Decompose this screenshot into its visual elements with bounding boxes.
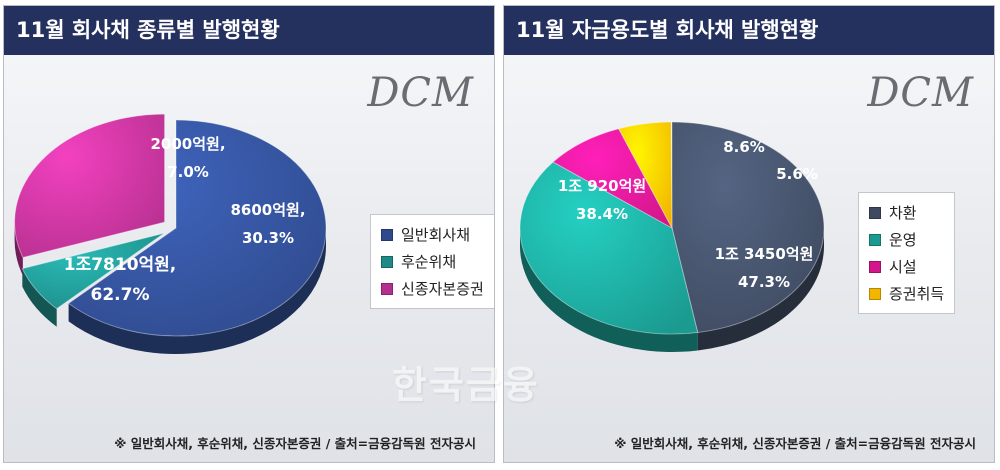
legend-item: 신종자본증권	[381, 275, 484, 302]
pie-chart-issuance-by-use: 1조 3450억원 47.3% 1조 920억원 38.4% 8.6% 5.6%	[519, 121, 825, 353]
slice-amount-label: 2000억원,	[150, 135, 225, 153]
pie-slice-side	[697, 228, 824, 351]
slice-percent-label: 7.0%	[167, 163, 209, 181]
dcm-logo: DCM	[367, 70, 474, 116]
legend-item: 증권취득	[869, 280, 944, 307]
legend-item: 차환	[869, 199, 944, 226]
pie-slice-side	[520, 228, 698, 353]
legend-label: 신종자본증권	[401, 280, 484, 298]
chart-panel-issuance-by-use: 11월 자금용도별 회사채 발행현황 DCM 1조 3450억원 47.3% 1조 …	[503, 5, 995, 463]
slice-amount-label: 1조7810억원,	[64, 255, 177, 275]
slice-percent-label: 47.3%	[738, 273, 790, 291]
legend-swatch	[869, 260, 881, 273]
chart-header: 11월 자금용도별 회사채 발행현황	[504, 6, 994, 55]
legend-swatch	[869, 206, 881, 219]
legend-item: 시설	[869, 253, 944, 280]
slice-amount-label: 1조 3450억원	[715, 245, 814, 263]
chart-header: 11월 회사채 종류별 발행현황	[4, 6, 494, 55]
legend-item: 운영	[869, 226, 944, 253]
slice-percent-label: 8.6%	[723, 138, 765, 156]
legend-swatch	[381, 228, 393, 241]
legend-swatch	[381, 282, 393, 295]
pie-slice	[67, 119, 327, 337]
pie-slice	[617, 121, 673, 229]
pie-slice-side	[22, 268, 57, 327]
slice-percent-label: 30.3%	[242, 229, 294, 247]
legend-label: 시설	[889, 258, 917, 276]
pie-slice	[671, 121, 825, 334]
legend-item: 후순위채	[381, 248, 484, 275]
slice-percent-label: 5.6%	[776, 165, 818, 183]
source-footnote: ※ 일반회사채, 후순위채, 신종자본증권 / 출처=금융감독원 전자공시	[114, 436, 476, 451]
pie-slice-side	[68, 228, 326, 354]
source-footnote: ※ 일반회사채, 후순위채, 신종자본증권 / 출처=금융감독원 전자공시	[614, 436, 976, 451]
pie-slice	[14, 113, 166, 259]
legend-swatch	[869, 233, 881, 246]
pie-slice	[21, 232, 165, 310]
legend-swatch	[381, 255, 393, 268]
legend-label: 운영	[889, 231, 917, 249]
slice-percent-label: 62.7%	[91, 285, 150, 305]
dcm-logo: DCM	[867, 70, 974, 116]
pie-slice	[552, 128, 674, 230]
legend-label: 후순위채	[401, 253, 457, 271]
slice-amount-label: 8600억원,	[230, 201, 305, 219]
legend-label: 차환	[889, 204, 917, 222]
slice-amount-label: 1조 920억원	[558, 177, 646, 195]
pie-slice	[519, 161, 699, 335]
pie-slice-side	[14, 222, 23, 276]
chart-panel-issuance-by-type: 11월 회사채 종류별 발행현황 DCM 1조7810억원, 62.7% 2000억…	[3, 5, 495, 463]
chart-legend: 일반회사채 후순위채 신종자본증권	[370, 214, 494, 309]
legend-label: 일반회사채	[401, 226, 471, 244]
legend-swatch	[869, 287, 881, 300]
legend-label: 증권취득	[889, 285, 945, 303]
chart-legend: 차환 운영 시설 증권취득	[858, 192, 956, 314]
slice-percent-label: 38.4%	[576, 205, 628, 223]
legend-item: 일반회사채	[381, 221, 484, 248]
pie-chart-issuance-by-type: 1조7810억원, 62.7% 2000억원, 7.0% 8600억원, 30.3%	[14, 113, 327, 354]
